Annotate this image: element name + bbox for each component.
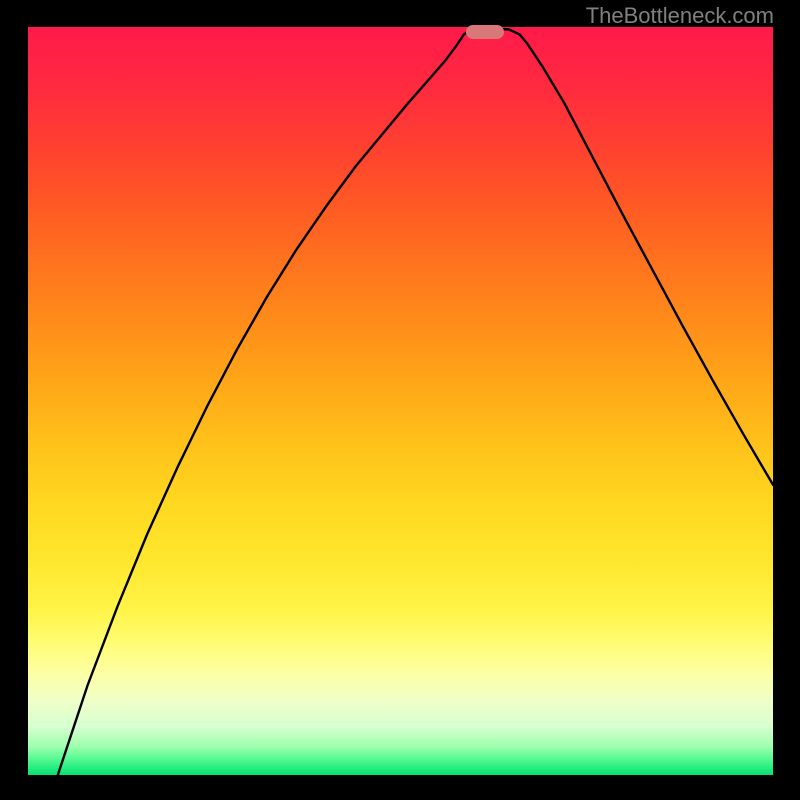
watermark-text: TheBottleneck.com [586, 3, 774, 29]
target-marker [466, 25, 504, 39]
bottleneck-chart [0, 0, 800, 800]
